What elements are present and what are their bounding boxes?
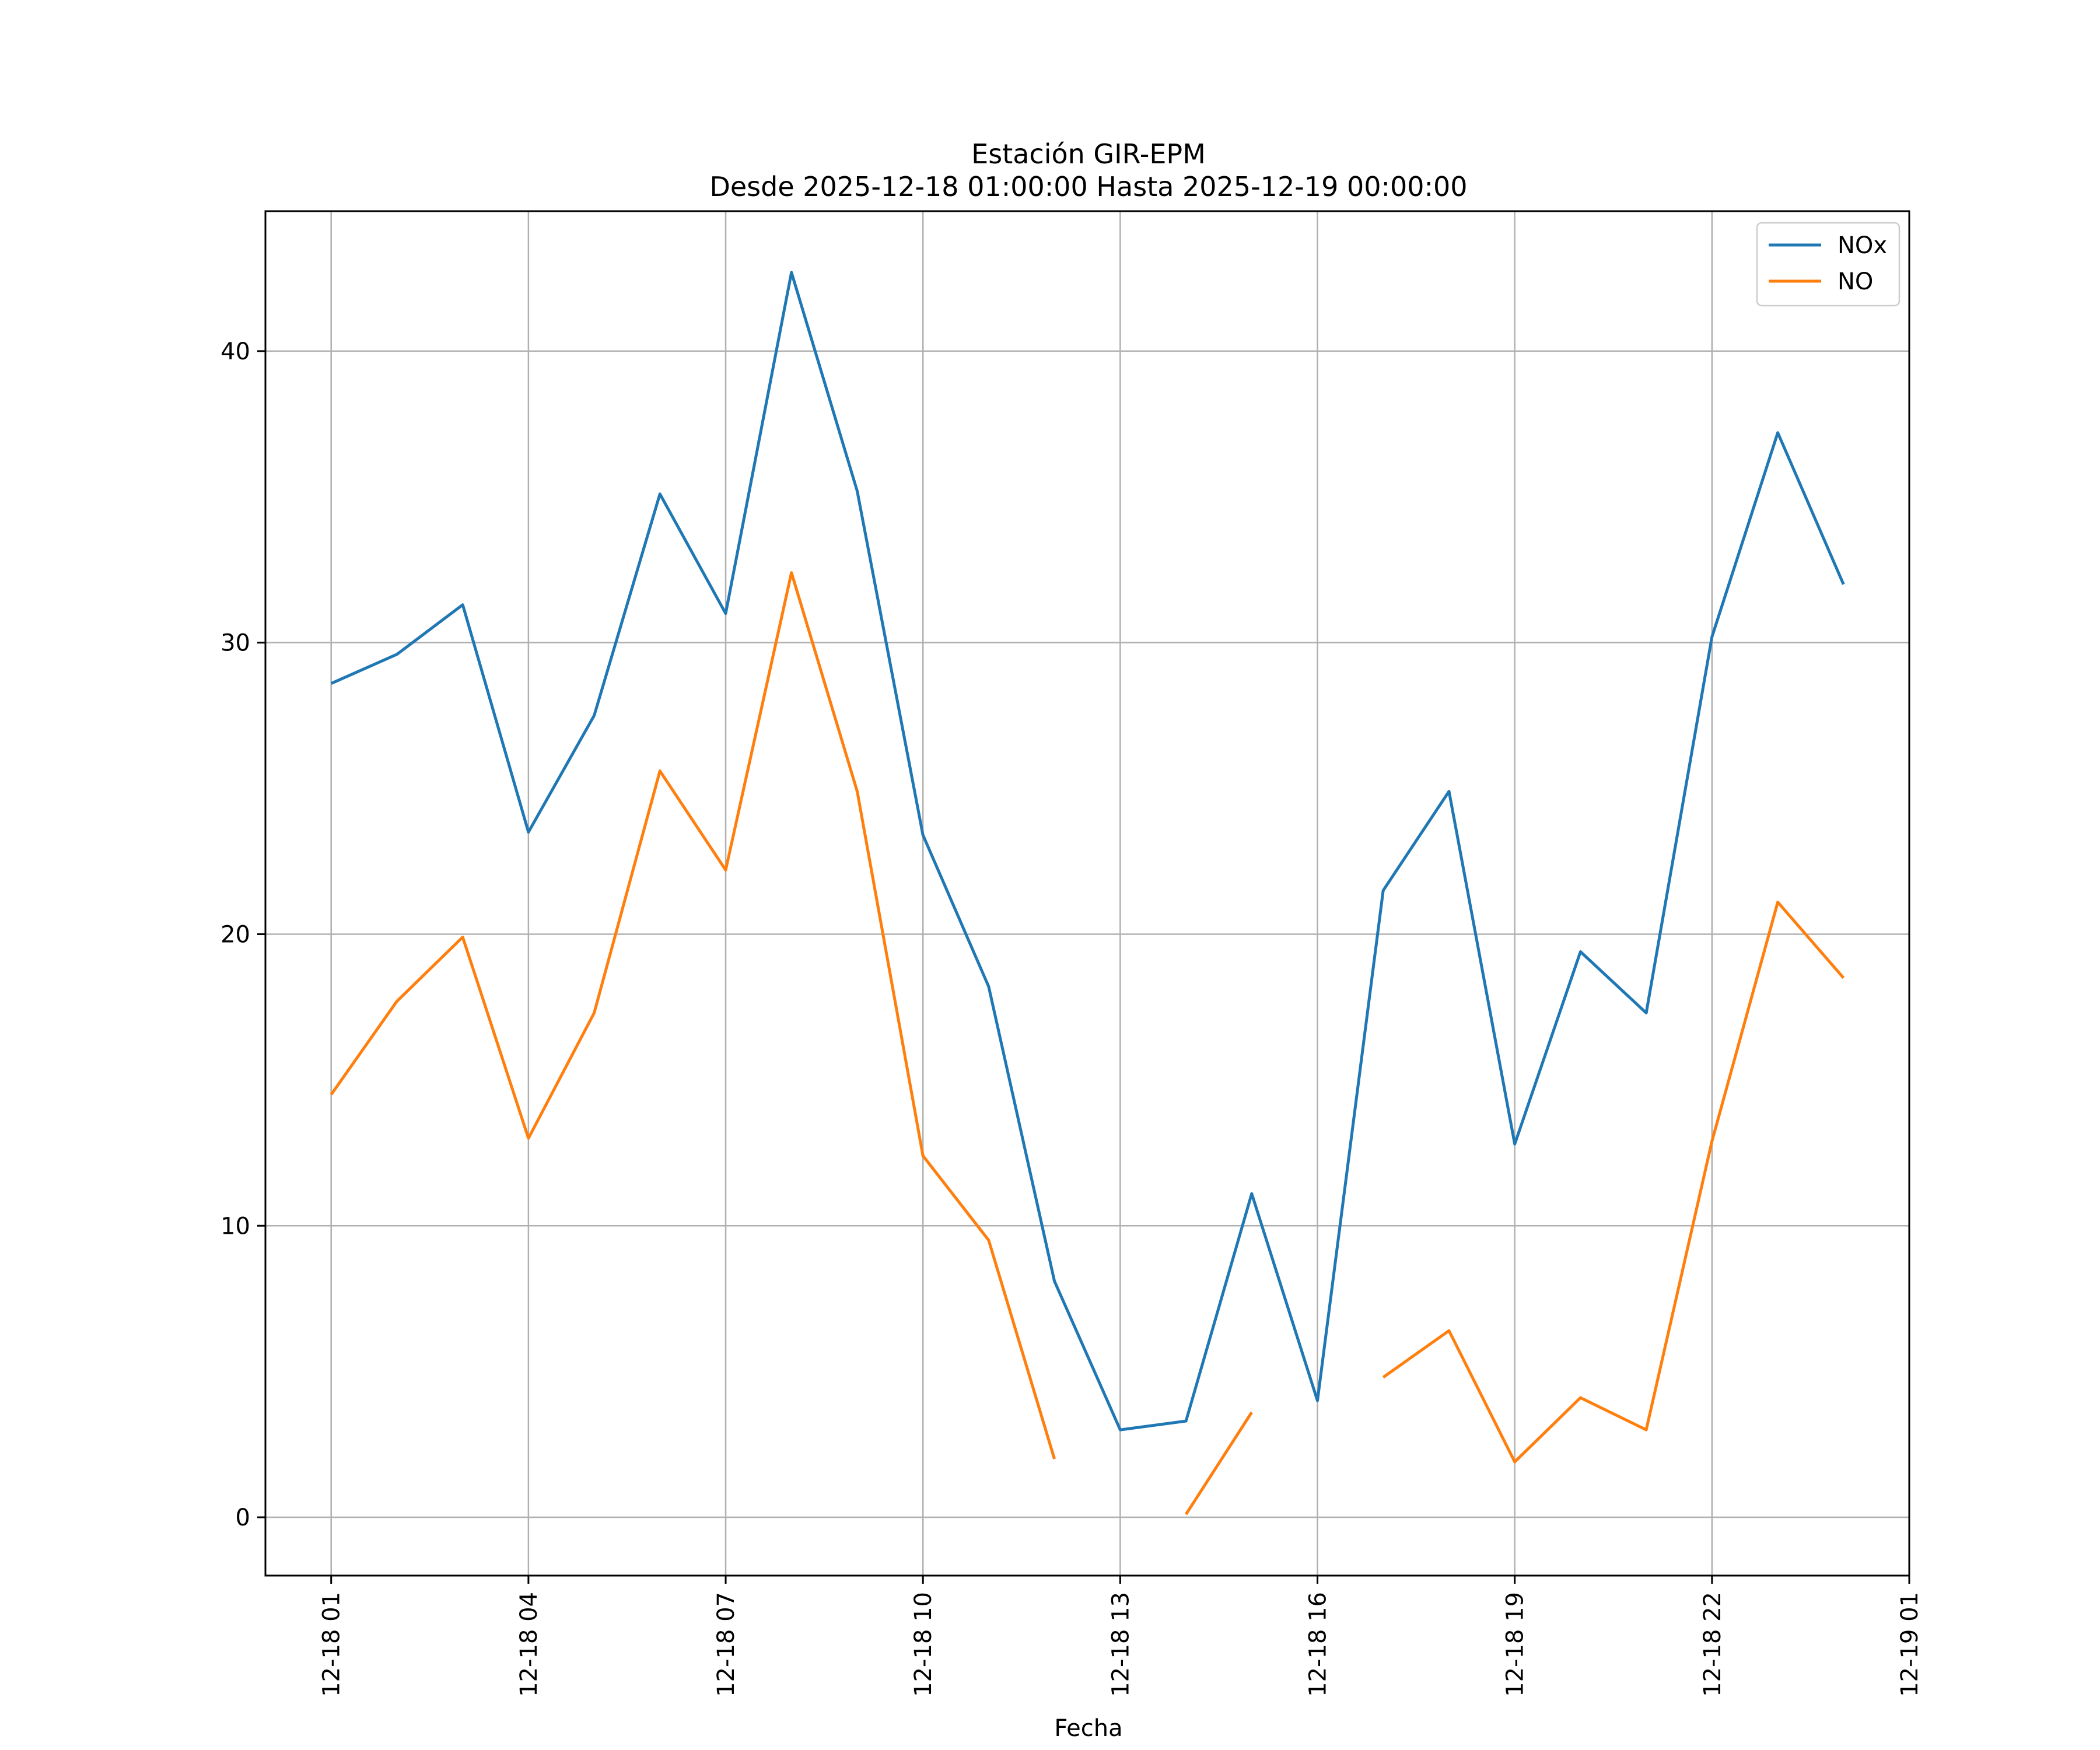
y-tick-label: 30 bbox=[220, 630, 250, 657]
legend-label-nox: NOx bbox=[1838, 232, 1887, 259]
x-tick-label: 12-18 13 bbox=[1107, 1592, 1134, 1697]
x-tick-label: 12-18 10 bbox=[910, 1592, 937, 1697]
series-lines bbox=[330, 271, 1845, 1516]
y-tick-label: 10 bbox=[220, 1213, 250, 1240]
x-tick-label: 12-18 01 bbox=[318, 1592, 345, 1697]
y-tick-label: 40 bbox=[220, 338, 250, 365]
x-axis-label: Fecha bbox=[1054, 1715, 1122, 1742]
x-tick-label: 12-18 22 bbox=[1699, 1592, 1726, 1697]
x-tick-label: 12-19 01 bbox=[1896, 1592, 1923, 1697]
series-line-nox bbox=[330, 271, 1845, 1432]
series-nox bbox=[330, 271, 1845, 1432]
legend-label-no: NO bbox=[1838, 268, 1873, 295]
x-tick-label: 12-18 16 bbox=[1305, 1592, 1332, 1697]
x-tick-label: 12-18 04 bbox=[516, 1592, 542, 1697]
series-line-no bbox=[1184, 1411, 1253, 1516]
series-line-no bbox=[330, 571, 1056, 1460]
series-line-no bbox=[1382, 901, 1845, 1464]
series-no bbox=[330, 571, 1845, 1516]
chart-subtitle: Desde 2025-12-18 01:00:00 Hasta 2025-12-… bbox=[709, 171, 1467, 202]
axis-ticks: 12-18 01 12-18 04 12-18 07 12-18 10 12-18 13… bbox=[220, 338, 1923, 1697]
y-tick-label: 0 bbox=[236, 1504, 250, 1531]
legend: NOx NO bbox=[1756, 222, 1901, 307]
x-tick-label: 12-18 19 bbox=[1502, 1592, 1529, 1697]
chart-title: Estación GIR-EPM bbox=[971, 138, 1206, 170]
x-tick-label: 12-18 07 bbox=[713, 1592, 740, 1697]
plot-frame bbox=[264, 210, 1910, 1577]
y-tick-label: 20 bbox=[220, 921, 250, 948]
